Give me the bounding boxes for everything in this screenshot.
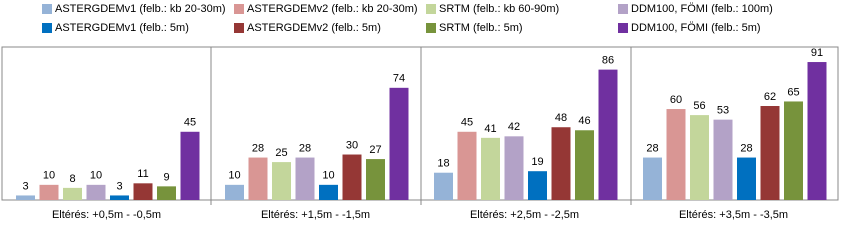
value-label: 10 (322, 170, 334, 182)
value-label: 74 (393, 73, 405, 85)
bar (295, 157, 315, 200)
bar (319, 184, 338, 200)
value-label: 48 (555, 112, 567, 124)
bar (481, 137, 500, 200)
bar (504, 136, 524, 200)
value-label: 91 (811, 47, 823, 59)
value-label: 19 (531, 156, 543, 168)
legend-label: DDM100, FÖMI (felb.: 100m) (631, 3, 773, 15)
bar (39, 184, 59, 200)
value-label: 28 (252, 142, 264, 154)
x-tick-label: Eltérés: +0,5m - -0,5m (52, 209, 161, 221)
bar (63, 187, 82, 200)
value-label: 41 (484, 123, 496, 135)
legend-label: ASTERGDEMv1 (felb.: 5m) (55, 22, 189, 34)
value-label: 3 (22, 180, 28, 192)
value-label: 9 (163, 171, 169, 183)
value-label: 62 (764, 91, 776, 103)
legend-swatch (234, 23, 244, 33)
bar (807, 62, 827, 200)
value-label: 86 (602, 55, 614, 67)
bar (248, 157, 268, 200)
legend-label: SRTM (felb.: kb 60-90m) (439, 3, 559, 15)
bar (342, 154, 362, 200)
value-label: 25 (275, 147, 287, 159)
value-label: 11 (137, 168, 148, 180)
legend-swatch (618, 23, 628, 33)
value-label: 46 (578, 115, 590, 127)
bar (713, 119, 733, 200)
value-label: 10 (43, 170, 55, 182)
bar (110, 195, 129, 200)
bar (86, 184, 106, 200)
value-label: 42 (508, 121, 520, 133)
legend-label: SRTM (felb.: 5m) (439, 22, 523, 34)
value-label: 3 (116, 180, 122, 192)
legend-label: ASTERGDEMv1 (felb.: kb 20-30m) (55, 3, 226, 15)
bar (457, 131, 477, 200)
x-tick-label: Eltérés: +3,5m - -3,5m (679, 209, 788, 221)
bar (598, 69, 618, 201)
bar (225, 184, 244, 200)
legend-swatch (234, 4, 244, 14)
bar (16, 195, 35, 200)
legend-label: DDM100, FÖMI (felb.: 5m) (631, 22, 761, 34)
value-label: 27 (369, 144, 381, 156)
bar (690, 115, 709, 200)
value-label: 18 (437, 158, 449, 170)
value-label: 30 (346, 139, 358, 151)
value-label: 56 (693, 100, 705, 112)
bar (643, 157, 662, 200)
value-label: 45 (461, 117, 473, 129)
bar (389, 87, 409, 200)
value-label: 10 (228, 170, 240, 182)
value-label: 28 (740, 142, 752, 154)
bar (366, 159, 385, 200)
bar (737, 157, 756, 200)
legend-swatch (426, 23, 436, 33)
legend-swatch (42, 23, 52, 33)
x-tick-label: Eltérés: +1,5m - -1,5m (261, 209, 370, 221)
value-label: 8 (69, 173, 75, 185)
bar (434, 172, 453, 200)
plot-frame (1, 46, 839, 201)
legend-swatch (42, 4, 52, 14)
value-label: 28 (646, 142, 658, 154)
bar (575, 130, 594, 200)
bar (528, 171, 547, 200)
legend-label: ASTERGDEMv2 (felb.: 5m) (247, 22, 381, 34)
chart: ASTERGDEMv1 (felb.: kb 20-30m) ASTERGDEMv… (1, 3, 839, 221)
value-label: 60 (670, 94, 682, 106)
value-label: 65 (787, 86, 799, 98)
bar (157, 186, 176, 200)
value-label: 53 (717, 105, 729, 117)
x-tick-label: Eltérés: +2,5m - -2,5m (470, 209, 579, 221)
legend-swatch (618, 4, 628, 14)
bar (551, 127, 571, 200)
legend-swatch (426, 4, 436, 14)
bar (784, 101, 803, 200)
bar (272, 162, 291, 200)
value-label: 10 (90, 170, 102, 182)
bar (760, 106, 780, 200)
value-label: 28 (299, 142, 311, 154)
value-label: 45 (184, 117, 196, 129)
bar (666, 109, 686, 200)
bar (180, 131, 200, 200)
bar (133, 183, 153, 200)
legend-label: ASTERGDEMv2 (felb.: kb 20-30m) (247, 3, 418, 15)
